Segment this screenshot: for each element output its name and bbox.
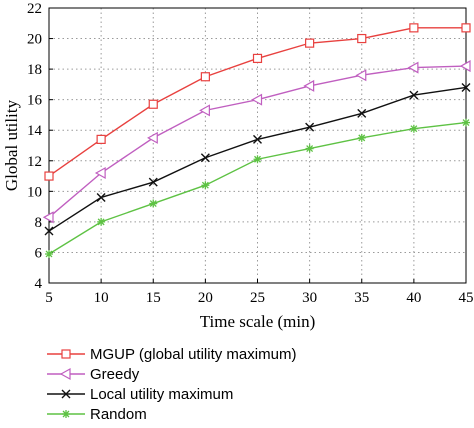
data-point bbox=[44, 171, 54, 181]
y-axis-ticks: 4 6 8 10 12 14 16 18 20 22 bbox=[27, 1, 53, 292]
x-tick-label: 30 bbox=[302, 290, 317, 306]
data-point bbox=[201, 181, 210, 190]
data-point bbox=[200, 153, 210, 163]
x-tick-label: 20 bbox=[198, 290, 213, 306]
y-tick-label: 4 bbox=[35, 276, 43, 292]
data-point bbox=[461, 23, 471, 33]
data-point bbox=[42, 211, 54, 224]
data-point bbox=[149, 199, 158, 208]
y-tick-label: 18 bbox=[27, 62, 42, 78]
y-tick-label: 8 bbox=[35, 215, 43, 231]
data-point bbox=[409, 124, 418, 133]
data-point bbox=[251, 93, 263, 106]
data-point bbox=[96, 134, 106, 144]
data-point bbox=[148, 177, 158, 187]
data-point bbox=[409, 90, 419, 100]
y-tick-label: 10 bbox=[27, 184, 42, 200]
x-tick-label: 40 bbox=[406, 290, 421, 306]
data-point bbox=[409, 23, 419, 33]
data-point bbox=[357, 33, 367, 44]
series-3 bbox=[45, 118, 470, 258]
data-point bbox=[62, 410, 70, 418]
data-point bbox=[59, 367, 71, 381]
data-point bbox=[252, 53, 263, 64]
x-tick-label: 35 bbox=[354, 290, 369, 306]
data-point bbox=[199, 104, 210, 117]
x-tick-label: 45 bbox=[459, 290, 474, 306]
x-axis-label: Time scale (min) bbox=[200, 312, 316, 331]
data-point bbox=[461, 82, 471, 92]
legend-item: Greedy bbox=[47, 366, 140, 383]
y-tick-label: 14 bbox=[27, 123, 43, 139]
legend-item: MGUP (global utility maximum) bbox=[47, 346, 296, 363]
data-point bbox=[61, 389, 71, 399]
data-point bbox=[94, 166, 106, 180]
data-point bbox=[61, 349, 71, 359]
data-point bbox=[253, 155, 262, 164]
series-1 bbox=[42, 60, 471, 224]
x-tick-label: 5 bbox=[45, 290, 53, 306]
data-point bbox=[44, 226, 54, 236]
y-axis-label: Global utility bbox=[2, 99, 21, 191]
y-tick-label: 12 bbox=[27, 154, 42, 170]
legend-item: Local utility maximum bbox=[47, 386, 233, 403]
data-point bbox=[303, 79, 315, 92]
series-0 bbox=[44, 23, 471, 181]
legend-label: MGUP (global utility maximum) bbox=[90, 346, 296, 363]
series-2 bbox=[44, 82, 471, 236]
data-point bbox=[305, 122, 315, 132]
x-tick-label: 10 bbox=[94, 290, 109, 306]
data-point bbox=[357, 133, 366, 142]
y-tick-label: 6 bbox=[35, 245, 43, 261]
data-point bbox=[253, 134, 262, 144]
y-tick-label: 16 bbox=[27, 93, 43, 109]
legend-item: Random bbox=[47, 406, 147, 423]
data-point bbox=[96, 192, 106, 202]
data-point bbox=[355, 69, 367, 82]
legend-label: Random bbox=[90, 406, 147, 423]
data-point bbox=[407, 61, 419, 74]
data-point bbox=[200, 72, 210, 82]
data-point bbox=[357, 108, 367, 118]
legend-label: Local utility maximum bbox=[90, 386, 233, 403]
legend-label: Greedy bbox=[90, 366, 140, 383]
legend: MGUP (global utility maximum) Greedy Local… bbox=[47, 346, 296, 423]
data-point bbox=[147, 131, 158, 144]
data-point bbox=[97, 217, 106, 226]
data-point bbox=[305, 38, 315, 48]
series-layer bbox=[42, 23, 471, 258]
x-tick-label: 25 bbox=[250, 290, 265, 306]
data-point bbox=[305, 144, 314, 153]
y-tick-label: 20 bbox=[27, 32, 42, 48]
data-point bbox=[462, 118, 470, 127]
data-point bbox=[45, 249, 53, 258]
data-point bbox=[459, 60, 471, 73]
x-tick-label: 15 bbox=[146, 290, 161, 306]
x-axis-ticks: 5 10 15 20 25 30 35 40 45 bbox=[45, 279, 474, 306]
data-point bbox=[148, 99, 158, 109]
grid-lines bbox=[49, 8, 466, 283]
y-tick-label: 22 bbox=[27, 1, 42, 17]
